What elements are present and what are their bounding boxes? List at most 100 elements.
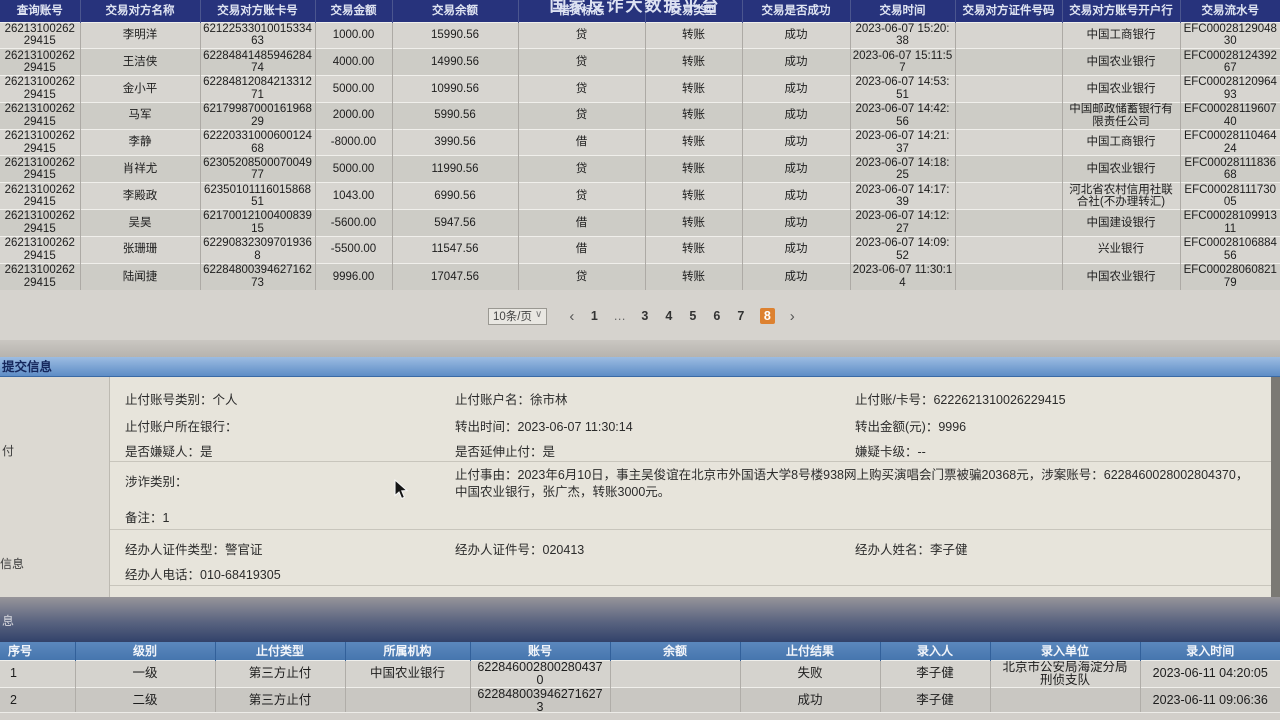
page-button-8[interactable]: 8: [759, 308, 775, 324]
table-cell: 5990.56: [391, 101, 518, 130]
column-header: 交易对方账号开户行: [1061, 0, 1180, 22]
table-cell: 失败: [739, 659, 880, 688]
table-cell: 6990.56: [391, 182, 518, 210]
table-cell: 2621310026229415: [0, 155, 80, 183]
column-header: 交易金额: [314, 0, 392, 22]
platform-title: 国家反诈大数据平台: [549, 0, 721, 15]
page-button-4[interactable]: 4: [665, 309, 673, 323]
table-cell: 中国农业银行: [1061, 155, 1180, 183]
table-cell: [954, 155, 1062, 183]
table-row[interactable]: 2 二级 第三方止付 6228480039462716273 成功 李子健 2023-06-…: [0, 686, 1280, 714]
table-row[interactable]: 2621310026229415 马军 6217998700016196829 200…: [0, 101, 1280, 130]
table-cell: EFC0002812096493: [1179, 75, 1280, 103]
table-cell: 2621310026229415: [0, 48, 80, 76]
footer-strip: [0, 712, 1280, 720]
table-cell: 贷: [517, 101, 645, 130]
table-cell: 转账: [644, 182, 742, 210]
table-cell: 第三方止付: [214, 686, 345, 714]
table-cell: 2621310026229415: [0, 209, 80, 237]
column-header: 借贷标志: [517, 0, 645, 22]
column-header: 账号: [469, 642, 610, 660]
table-cell: -5600.00: [314, 209, 392, 237]
table-cell: EFC0002810688456: [1179, 235, 1280, 264]
column-header: 余额: [609, 642, 740, 660]
mouse-cursor: [393, 478, 411, 506]
table-cell: 6228484148594628474: [199, 48, 315, 76]
page-button-6[interactable]: 6: [713, 309, 721, 323]
table-row[interactable]: 2621310026229415 李明洋 6212253301001533463 10…: [0, 21, 1280, 49]
vertical-scrollbar[interactable]: [1271, 377, 1280, 597]
table-cell: 2621310026229415: [0, 75, 80, 103]
table-cell: 15990.56: [391, 21, 518, 49]
page-size-select[interactable]: 10条/页 ∨: [488, 307, 548, 325]
submit-info-title: 提交信息: [2, 360, 53, 374]
table-cell: 兴业银行: [1061, 235, 1180, 264]
table-cell: 2023-06-07 14:53:51: [849, 75, 955, 103]
table-cell: 1000.00: [314, 21, 392, 49]
table-row[interactable]: 2621310026229415 王洁侠 6228484148594628474 40…: [0, 48, 1280, 76]
page-button-5[interactable]: 5: [689, 309, 697, 323]
table-cell: 622908323097019368: [199, 235, 315, 264]
column-header: 交易流水号: [1179, 0, 1280, 22]
table-cell: 贷: [517, 182, 645, 210]
table-cell: EFC0002810991311: [1179, 209, 1280, 237]
table-cell: 一级: [74, 659, 215, 688]
table-cell: 借: [517, 235, 645, 264]
table-row[interactable]: 2621310026229415 张珊珊 622908323097019368 -55…: [0, 235, 1280, 264]
field-is-extended: 是否延伸止付：是: [455, 445, 556, 459]
column-header: 交易对方证件号码: [954, 0, 1062, 22]
page-button-7[interactable]: 7: [737, 309, 745, 323]
table-cell: 成功: [741, 101, 850, 130]
next-page-button[interactable]: ›: [789, 307, 795, 325]
table-row[interactable]: 2621310026229415 李静 6222033100060012468 -80…: [0, 128, 1280, 156]
table-row[interactable]: 2621310026229415 陆闻捷 6228480039462716273 99…: [0, 262, 1280, 290]
sidebar-bottom-fragment: 息: [2, 614, 15, 628]
prev-page-button[interactable]: ‹: [569, 307, 575, 325]
window-title-band: 息: [0, 597, 1280, 642]
page-button-1[interactable]: 1: [590, 309, 598, 323]
field-stop-reason: 止付事由：2023年6月10日，事主吴俊谊在北京市外国语大学8号楼938网上购买…: [455, 468, 1249, 499]
table-cell: [954, 262, 1062, 290]
table-row[interactable]: 2621310026229415 吴昊 6217001210040083915 -56…: [0, 209, 1280, 237]
divider: [110, 585, 1272, 586]
table-cell: 6230520850007004977: [199, 155, 315, 183]
field-transfer-time: 转出时间：2023-06-07 11:30:14: [455, 420, 633, 434]
sidebar-item-stop-pay-fragment[interactable]: 付: [2, 444, 15, 458]
page-size-value: 10条/页: [493, 311, 532, 323]
field-account-category: 止付账号类别：个人: [125, 393, 238, 407]
table-cell: 肖祥尤: [79, 155, 200, 183]
table-cell: 成功: [741, 48, 850, 76]
table-cell: [989, 686, 1140, 714]
table-cell: 转账: [644, 21, 742, 49]
chevron-down-icon: ∨: [535, 308, 543, 320]
stop-payment-header-row: 序号 级别 止付类型 所属机构 账号 余额 止付结果 录入人 录入单位 录入时间: [0, 642, 1280, 660]
table-cell: 2621310026229415: [0, 128, 80, 156]
table-cell: 2621310026229415: [0, 262, 80, 290]
sidebar-item-info-fragment[interactable]: 信息: [0, 557, 25, 571]
table-cell: 14990.56: [391, 48, 518, 76]
table-cell: 2023-06-07 14:09:52: [849, 235, 955, 264]
table-cell: 6228481208421331271: [199, 75, 315, 103]
table-cell: 二级: [74, 686, 215, 714]
table-row[interactable]: 2621310026229415 肖祥尤 6230520850007004977 50…: [0, 155, 1280, 183]
table-cell: 成功: [741, 128, 850, 156]
table-cell: 吴昊: [79, 209, 200, 237]
table-cell: 10990.56: [391, 75, 518, 103]
table-row[interactable]: 1 一级 第三方止付 中国农业银行 6228460028002804370 失败 李子健 北京…: [0, 659, 1280, 688]
table-row[interactable]: 2621310026229415 李殿政 6235010111601586851 10…: [0, 182, 1280, 210]
table-cell: 成功: [741, 209, 850, 237]
divider: [110, 461, 1272, 462]
table-cell: 转账: [644, 128, 742, 156]
table-row[interactable]: 2621310026229415 金小平 6228481208421331271 50…: [0, 75, 1280, 103]
column-header: 交易对方名称: [79, 0, 200, 22]
table-cell: [954, 182, 1062, 210]
stop-payment-panel: 序号 级别 止付类型 所属机构 账号 余额 止付结果 录入人 录入单位 录入时间 1 一级 第三方止付…: [0, 642, 1280, 714]
divider: [110, 529, 1272, 530]
table-cell: 2023-06-07 14:21:37: [849, 128, 955, 156]
field-account-name: 止付账户名：徐市林: [455, 393, 568, 407]
table-cell: 2621310026229415: [0, 182, 80, 210]
field-is-suspect: 是否嫌疑人：是: [125, 445, 213, 459]
column-header: 查询账号: [0, 0, 80, 22]
table-cell: 转账: [644, 209, 742, 237]
page-button-3[interactable]: 3: [641, 309, 649, 323]
